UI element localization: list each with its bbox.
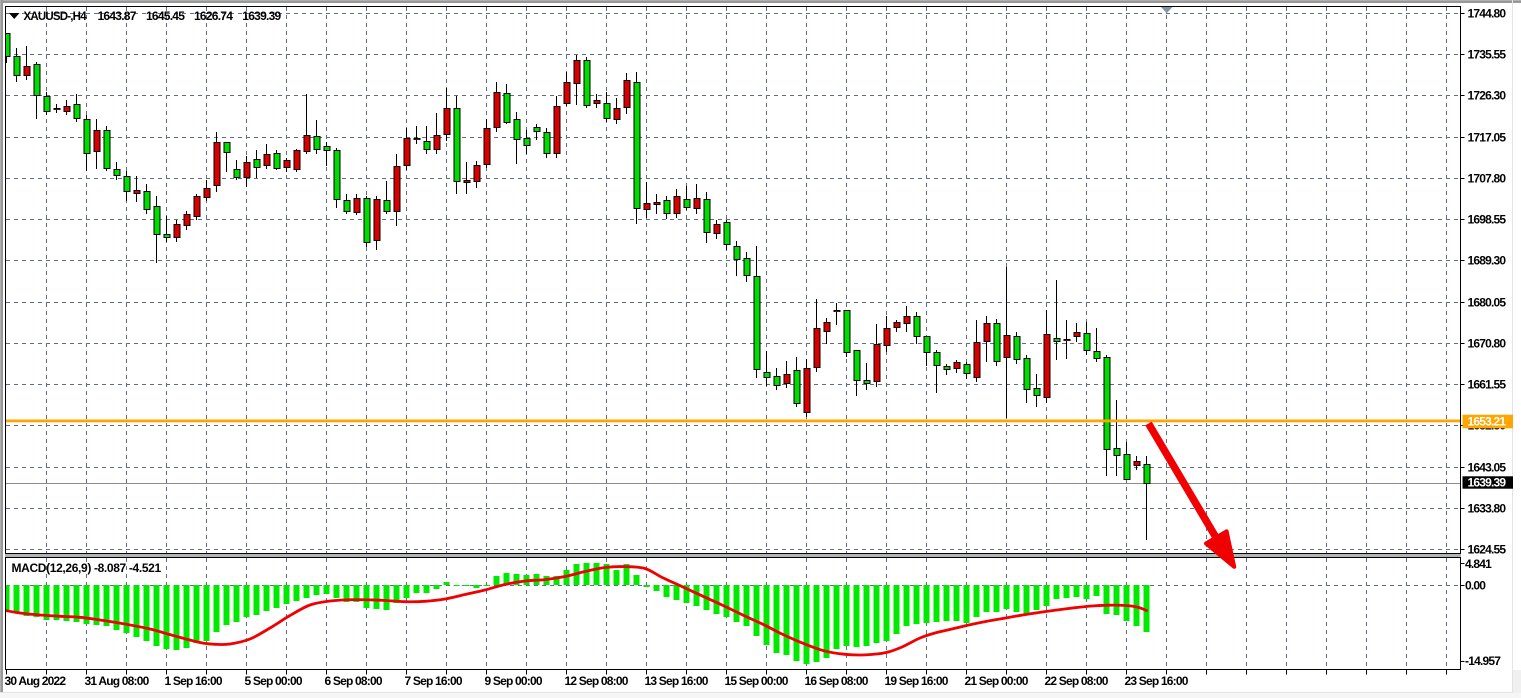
svg-text:1689.30: 1689.30 bbox=[1468, 254, 1507, 268]
svg-text:5 Sep 00:00: 5 Sep 00:00 bbox=[245, 674, 303, 688]
svg-text:23 Sep 16:00: 23 Sep 16:00 bbox=[1125, 674, 1189, 688]
svg-text:9 Sep 00:00: 9 Sep 00:00 bbox=[485, 674, 543, 688]
svg-text:19 Sep 16:00: 19 Sep 16:00 bbox=[885, 674, 949, 688]
svg-text:16 Sep 08:00: 16 Sep 08:00 bbox=[805, 674, 869, 688]
svg-text:XAUUSD-,H4: XAUUSD-,H4 bbox=[24, 11, 88, 23]
svg-text:1639.39: 1639.39 bbox=[1468, 476, 1507, 490]
svg-text:0.00: 0.00 bbox=[1465, 578, 1486, 592]
svg-text:1717.05: 1717.05 bbox=[1468, 131, 1507, 145]
svg-text:7 Sep 16:00: 7 Sep 16:00 bbox=[405, 674, 463, 688]
svg-text:1645.45: 1645.45 bbox=[146, 9, 185, 23]
svg-text:-14.957: -14.957 bbox=[1465, 654, 1501, 668]
svg-text:4.841: 4.841 bbox=[1465, 557, 1492, 571]
svg-text:1624.55: 1624.55 bbox=[1468, 543, 1507, 557]
svg-text:1726.30: 1726.30 bbox=[1468, 89, 1507, 103]
svg-text:1707.80: 1707.80 bbox=[1468, 172, 1507, 186]
svg-text:1670.80: 1670.80 bbox=[1468, 337, 1507, 351]
svg-text:31 Aug 08:00: 31 Aug 08:00 bbox=[85, 674, 150, 688]
svg-text:1744.80: 1744.80 bbox=[1468, 7, 1507, 21]
svg-text:1643.05: 1643.05 bbox=[1468, 461, 1507, 475]
svg-text:1 Sep 16:00: 1 Sep 16:00 bbox=[165, 674, 223, 688]
svg-text:15 Sep 00:00: 15 Sep 00:00 bbox=[725, 674, 789, 688]
svg-text:1735.55: 1735.55 bbox=[1468, 48, 1507, 62]
svg-text:1639.39: 1639.39 bbox=[242, 9, 281, 23]
svg-text:1653.21: 1653.21 bbox=[1468, 415, 1507, 429]
svg-text:21 Sep 00:00: 21 Sep 00:00 bbox=[965, 674, 1029, 688]
svg-text:MACD(12,26,9) -8.087 -4.521: MACD(12,26,9) -8.087 -4.521 bbox=[12, 561, 162, 575]
svg-text:30 Aug 2022: 30 Aug 2022 bbox=[5, 674, 67, 688]
svg-text:1633.80: 1633.80 bbox=[1468, 502, 1507, 516]
svg-text:6 Sep 08:00: 6 Sep 08:00 bbox=[325, 674, 383, 688]
svg-text:1680.05: 1680.05 bbox=[1468, 296, 1507, 310]
svg-text:1661.55: 1661.55 bbox=[1468, 378, 1507, 392]
svg-text:22 Sep 08:00: 22 Sep 08:00 bbox=[1045, 674, 1109, 688]
svg-text:1626.74: 1626.74 bbox=[194, 9, 233, 23]
svg-text:1698.55: 1698.55 bbox=[1468, 213, 1507, 227]
svg-text:1643.87: 1643.87 bbox=[98, 9, 137, 23]
svg-text:13 Sep 16:00: 13 Sep 16:00 bbox=[645, 674, 709, 688]
svg-text:12 Sep 08:00: 12 Sep 08:00 bbox=[565, 674, 629, 688]
